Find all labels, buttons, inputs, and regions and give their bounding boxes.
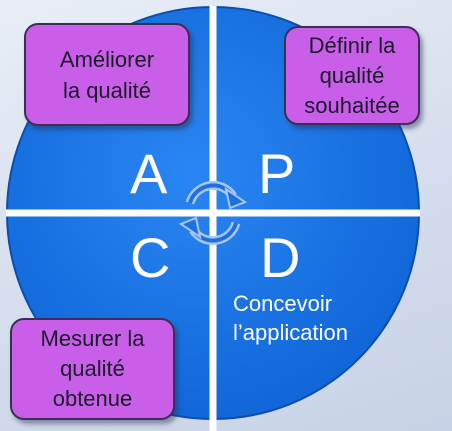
ameliorer-box: Améliorer la qualité	[24, 23, 190, 126]
quadrant-letter-p: P	[258, 142, 296, 205]
cycle-arrows-icon	[178, 180, 248, 246]
concevoir-note: Concevoir l’application	[233, 291, 348, 345]
mesurer-box: Mesurer la qualité obtenue	[10, 318, 175, 420]
quadrant-letter-a: A	[130, 142, 168, 205]
quadrant-letter-c: C	[130, 226, 171, 289]
quadrant-letter-d: D	[260, 226, 301, 289]
definir-box: Définir la qualité souhaitée	[284, 26, 420, 125]
